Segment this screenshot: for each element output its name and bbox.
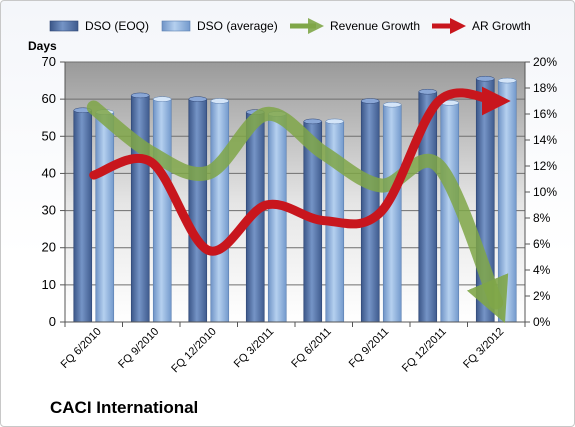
bar-top (476, 75, 495, 82)
bar-dso-average (497, 80, 517, 323)
y-right-tick-label: 14% (533, 133, 557, 147)
y-right-tick-label: 10% (533, 185, 557, 199)
bar-top (498, 77, 517, 84)
legend-dso-eoq-label: DSO (EOQ) (85, 19, 149, 33)
bar-dso-eoq (73, 109, 93, 323)
bar-top (383, 101, 402, 108)
bar-top (210, 98, 229, 104)
x-tick-label: FQ 12/2010 (169, 326, 219, 376)
y-left-tick-label: 0 (49, 314, 56, 329)
x-tick-label: FQ 6/2010 (59, 326, 104, 371)
legend-dso-eoq-swatch (49, 20, 79, 32)
y-left-tick-label: 40 (42, 165, 56, 180)
y-left-tick-label: 60 (42, 91, 56, 106)
y-right-tick-label: 20% (533, 55, 557, 69)
bar-top (418, 88, 437, 95)
bar-top (325, 118, 344, 125)
bar-top (361, 98, 380, 104)
bar-dso-eoq (130, 95, 150, 323)
x-tick-label: FQ 3/2012 (461, 326, 506, 371)
y-right-tick-label: 6% (533, 237, 551, 251)
x-tick-label: FQ 12/2011 (400, 326, 449, 375)
y-right-tick-label: 0% (533, 315, 551, 329)
bar-dso-average (152, 98, 172, 323)
bar-top (188, 96, 207, 102)
y-right-tick-label: 16% (533, 107, 557, 121)
y-left-tick-label: 30 (42, 203, 56, 218)
y-left-tick-label: 50 (42, 128, 56, 143)
legend-ar-growth-label: AR Growth (472, 19, 531, 33)
y-left-tick-label: 70 (42, 54, 56, 69)
bar-top (303, 118, 322, 125)
revenue-growth-line (86, 100, 509, 324)
y-right-tick-label: 8% (533, 211, 551, 225)
y-right-tick-label: 4% (533, 263, 551, 277)
bar-top (131, 92, 150, 99)
y-left-tick-label: 10 (42, 277, 56, 292)
bar-dso-average (382, 104, 402, 323)
y-right-tick-label: 18% (533, 81, 557, 95)
y-left-axis-label: Days (28, 39, 57, 53)
company-name: CACI International (50, 398, 199, 417)
y-left-tick-label: 20 (42, 240, 56, 255)
x-tick-label: FQ 3/2011 (232, 326, 277, 371)
x-tick-label: FQ 9/2011 (347, 326, 392, 371)
bar-top (153, 96, 172, 102)
legend-dso-average-swatch (161, 20, 191, 32)
x-tick-label: FQ 9/2010 (116, 326, 161, 371)
bar-dso-eoq (188, 98, 208, 323)
legend-dso-average-label: DSO (average) (197, 19, 278, 33)
bar-dso-average (95, 111, 115, 323)
y-right-tick-label: 12% (533, 159, 557, 173)
bar-dso-average (210, 100, 230, 323)
y-right-tick-label: 2% (533, 289, 551, 303)
x-tick-label: FQ 6/2011 (289, 326, 334, 371)
ar-growth-line (89, 86, 511, 256)
bar-dso-average (267, 113, 287, 323)
legend-revenue-growth-label: Revenue Growth (330, 19, 420, 33)
